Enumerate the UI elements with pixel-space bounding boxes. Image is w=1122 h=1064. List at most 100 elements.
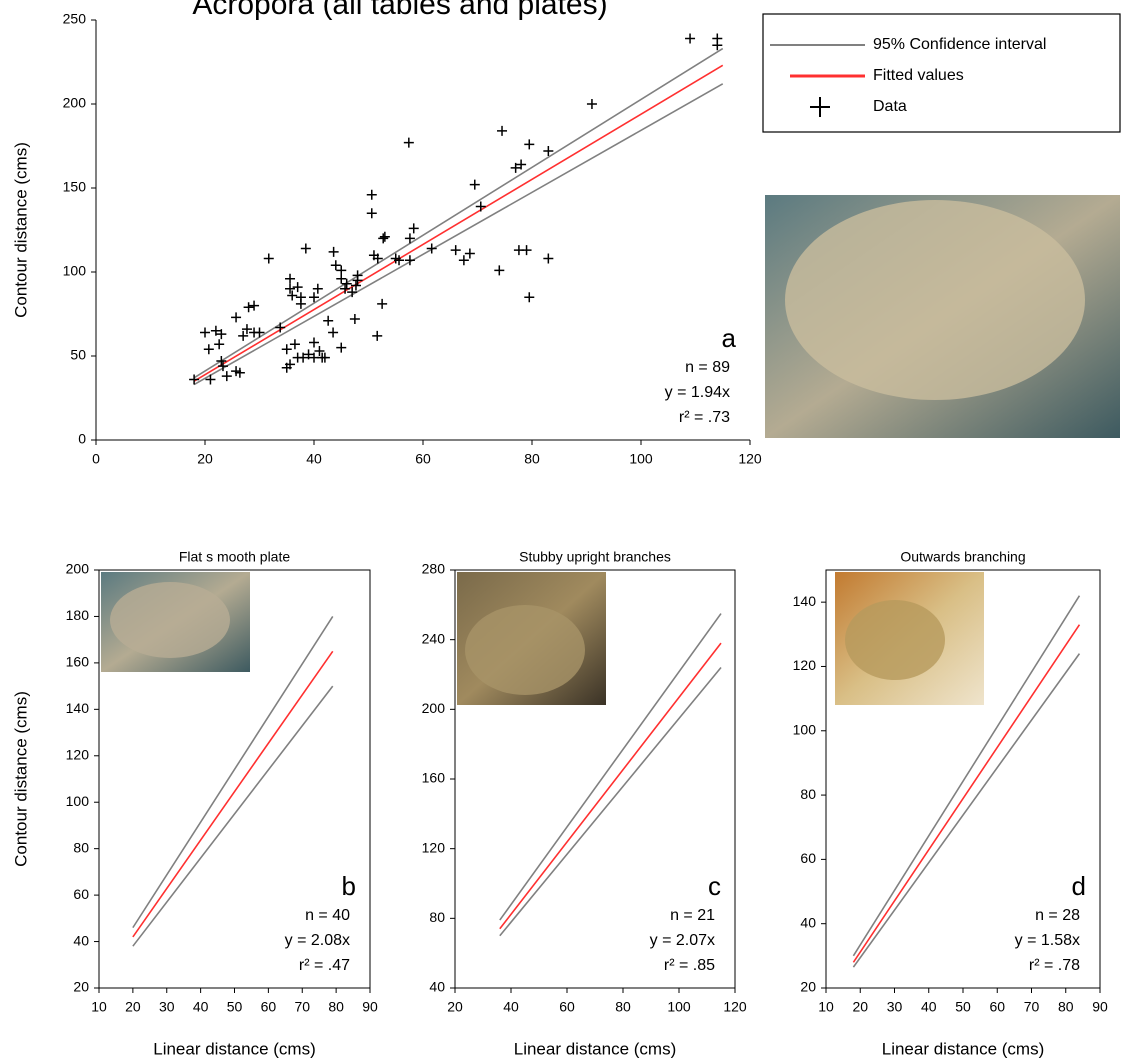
ci-lower-line (194, 84, 723, 385)
legend-label: Data (873, 98, 907, 115)
x-tick-label: 30 (159, 999, 175, 1015)
data-point (543, 254, 553, 264)
data-point (214, 339, 224, 349)
x-tick-label: 80 (328, 999, 344, 1015)
x-tick-label: 90 (362, 999, 378, 1015)
annotation: y = 2.08x (285, 932, 350, 949)
y-tick-label: 150 (63, 179, 87, 195)
data-point (320, 353, 330, 363)
x-tick-label: 80 (1058, 999, 1074, 1015)
x-tick-label: 80 (615, 999, 631, 1015)
data-point (329, 247, 339, 257)
data-point (476, 201, 486, 211)
data-point (367, 190, 377, 200)
y-tick-label: 240 (422, 630, 446, 646)
panel-letter: b (342, 871, 356, 901)
chart-title: Acropora (all tables and plates) (192, 0, 607, 21)
data-point (205, 375, 215, 385)
x-tick-label: 40 (921, 999, 937, 1015)
y-tick-label: 80 (73, 839, 89, 855)
annotation: r² = .73 (679, 409, 730, 426)
data-point (380, 232, 390, 242)
fit-line (194, 49, 723, 378)
x-tick-label: 60 (415, 451, 431, 467)
annotation: r² = .78 (1029, 957, 1080, 974)
data-point (353, 275, 363, 285)
data-point (204, 344, 214, 354)
annotation: n = 40 (305, 907, 350, 924)
data-point (524, 292, 534, 302)
data-point (200, 327, 210, 337)
y-tick-label: 80 (429, 909, 445, 925)
data-point (244, 302, 254, 312)
data-point (323, 316, 333, 326)
data-point (249, 301, 259, 311)
x-tick-label: 20 (197, 451, 213, 467)
data-point (314, 346, 324, 356)
y-tick-label: 250 (63, 11, 87, 27)
data-point (336, 274, 346, 284)
y-tick-label: 20 (800, 979, 816, 995)
x-tick-label: 120 (723, 999, 747, 1015)
y-tick-label: 20 (73, 979, 89, 995)
y-tick-label: 100 (793, 721, 817, 737)
y-tick-label: 160 (66, 654, 90, 670)
data-point (231, 312, 241, 322)
y-tick-label: 140 (793, 593, 817, 609)
data-point (336, 343, 346, 353)
y-tick-label: 80 (800, 786, 816, 802)
ci-lower-line (133, 686, 333, 946)
x-tick-label: 0 (92, 451, 100, 467)
x-axis-label: Linear distance (cms) (153, 1039, 316, 1058)
data-point (293, 282, 303, 292)
x-tick-label: 10 (818, 999, 834, 1015)
y-tick-label: 140 (66, 700, 90, 716)
data-point (377, 299, 387, 309)
data-point (404, 138, 414, 148)
x-tick-label: 40 (193, 999, 209, 1015)
data-point (301, 243, 311, 253)
y-tick-label: 200 (422, 700, 446, 716)
data-point (494, 265, 504, 275)
data-point (409, 223, 419, 233)
y-tick-label: 120 (66, 746, 90, 762)
x-axis-label: Linear distance (cms) (514, 1039, 677, 1058)
data-point (372, 331, 382, 341)
panel-letter: a (722, 323, 737, 353)
x-tick-label: 100 (667, 999, 691, 1015)
data-point (459, 255, 469, 265)
data-point (264, 254, 274, 264)
data-point (216, 356, 226, 366)
data-point (712, 40, 722, 50)
y-axis-label: Contour distance (cms) (11, 142, 30, 318)
y-tick-label: 60 (73, 886, 89, 902)
coral-shape (845, 600, 945, 680)
x-tick-label: 80 (524, 451, 540, 467)
y-tick-label: 120 (422, 839, 446, 855)
data-point (350, 314, 360, 324)
x-tick-label: 50 (955, 999, 971, 1015)
x-tick-label: 60 (989, 999, 1005, 1015)
y-tick-label: 60 (800, 850, 816, 866)
x-tick-label: 120 (738, 451, 762, 467)
x-tick-label: 70 (294, 999, 310, 1015)
x-tick-label: 100 (629, 451, 653, 467)
annotation: r² = .85 (664, 957, 715, 974)
y-tick-label: 200 (63, 95, 87, 111)
data-point (470, 180, 480, 190)
panel-letter: d (1072, 871, 1086, 901)
y-tick-label: 100 (66, 793, 90, 809)
coral-shape (465, 605, 585, 695)
y-tick-label: 50 (70, 347, 86, 363)
data-point (587, 99, 597, 109)
y-tick-label: 120 (793, 657, 817, 673)
x-tick-label: 50 (227, 999, 243, 1015)
data-point (367, 208, 377, 218)
data-point (282, 344, 292, 354)
page: Acropora (all tables and plates) 0 20 40 60 8… (0, 0, 1122, 1064)
annotation: n = 89 (685, 359, 730, 376)
panel-letter: c (708, 871, 721, 901)
data-point (296, 299, 306, 309)
data-point (309, 338, 319, 348)
x-tick-label: 20 (447, 999, 463, 1015)
